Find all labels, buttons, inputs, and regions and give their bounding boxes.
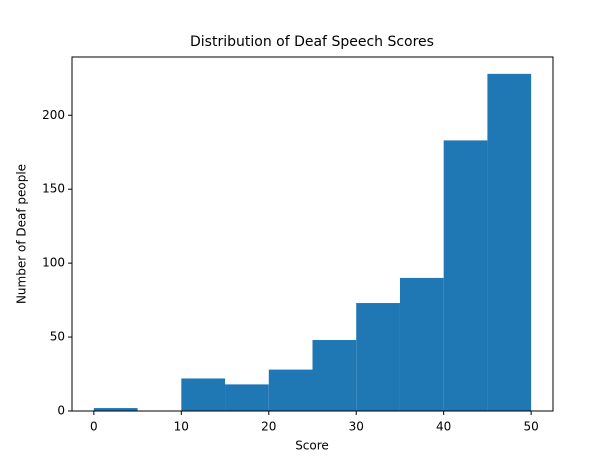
y-tick-label: 150 <box>42 182 65 196</box>
chart-title: Distribution of Deaf Speech Scores <box>190 34 434 50</box>
x-tick-label: 10 <box>174 420 189 434</box>
x-tick-label: 0 <box>90 420 98 434</box>
bar <box>181 378 226 411</box>
y-axis-label: Number of Deaf people <box>15 164 29 304</box>
bar <box>312 340 357 411</box>
x-tick-label: 20 <box>261 420 276 434</box>
bar <box>225 384 269 411</box>
y-tick-label: 200 <box>42 108 65 122</box>
x-tick-label: 30 <box>349 420 364 434</box>
x-tick-label: 40 <box>436 420 451 434</box>
x-axis-label: Score <box>295 439 329 453</box>
x-tick-label: 50 <box>523 420 538 434</box>
bar <box>356 303 400 411</box>
bar <box>399 277 444 411</box>
bar <box>487 73 532 411</box>
y-tick-label: 0 <box>57 404 65 418</box>
y-tick-label: 100 <box>42 256 65 270</box>
bar <box>268 369 313 411</box>
y-tick-label: 50 <box>50 330 65 344</box>
bar <box>443 140 488 411</box>
bar <box>93 408 138 411</box>
plot-frame <box>71 56 554 412</box>
